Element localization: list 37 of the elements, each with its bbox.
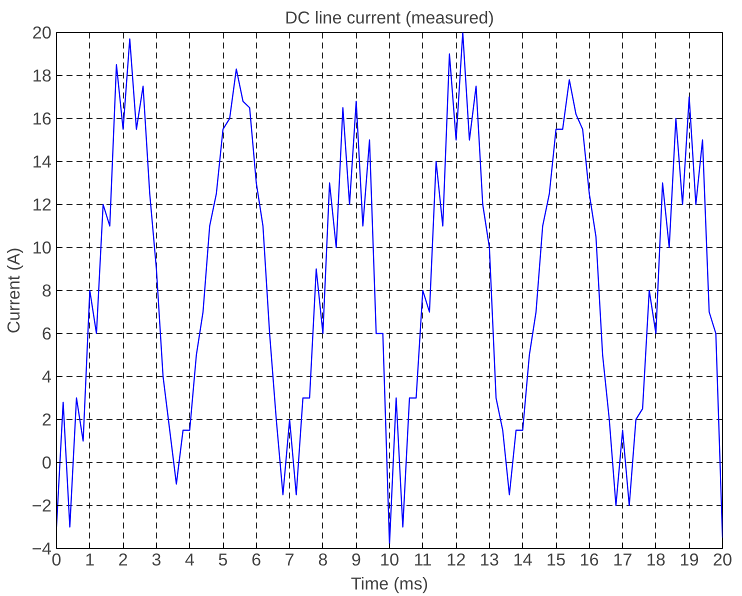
x-tick-label: 5 bbox=[218, 550, 228, 570]
x-tick-label: 9 bbox=[351, 550, 362, 570]
x-tick-label: 12 bbox=[446, 550, 466, 570]
y-tick-label: 20 bbox=[32, 22, 52, 42]
y-tick-label: −2 bbox=[32, 496, 52, 516]
y-tick-label: 2 bbox=[42, 410, 52, 430]
y-tick-label: 18 bbox=[32, 66, 52, 86]
y-tick-label: 4 bbox=[42, 366, 52, 386]
y-tick-label: 0 bbox=[42, 452, 52, 472]
y-tick-label: 6 bbox=[42, 324, 52, 344]
x-tick-label: 8 bbox=[318, 550, 328, 570]
x-tick-label: 14 bbox=[513, 550, 533, 570]
x-tick-label: 20 bbox=[712, 550, 732, 570]
x-tick-label: 2 bbox=[118, 550, 128, 570]
x-tick-label: 19 bbox=[680, 550, 699, 570]
y-axis-title: Current (A) bbox=[4, 248, 24, 334]
y-tick-label: 12 bbox=[32, 194, 52, 214]
line-series bbox=[56, 32, 722, 545]
x-axis-title: Time (ms) bbox=[350, 574, 428, 594]
y-tick-label: 10 bbox=[32, 238, 52, 258]
x-tick-label: 16 bbox=[580, 550, 599, 570]
x-tick-label: 4 bbox=[184, 550, 195, 570]
x-tick-label: 3 bbox=[152, 550, 162, 570]
y-tick-label: 14 bbox=[32, 152, 52, 172]
chart-title: DC line current (measured) bbox=[285, 8, 494, 28]
x-tick-label: 7 bbox=[284, 550, 294, 570]
x-tick-label: 13 bbox=[480, 550, 500, 570]
x-tick-label: 11 bbox=[414, 550, 432, 570]
y-tick-label: 16 bbox=[32, 108, 52, 128]
x-tick-label: 18 bbox=[646, 550, 666, 570]
y-tick-label: −4 bbox=[32, 538, 52, 558]
x-tick-label: 6 bbox=[251, 550, 262, 570]
x-tick-label: 1 bbox=[84, 550, 95, 570]
x-tick-label: 15 bbox=[546, 550, 566, 570]
x-tick-label: 17 bbox=[612, 550, 632, 570]
y-tick-label: 8 bbox=[42, 280, 52, 300]
x-tick-label: 10 bbox=[380, 550, 400, 570]
